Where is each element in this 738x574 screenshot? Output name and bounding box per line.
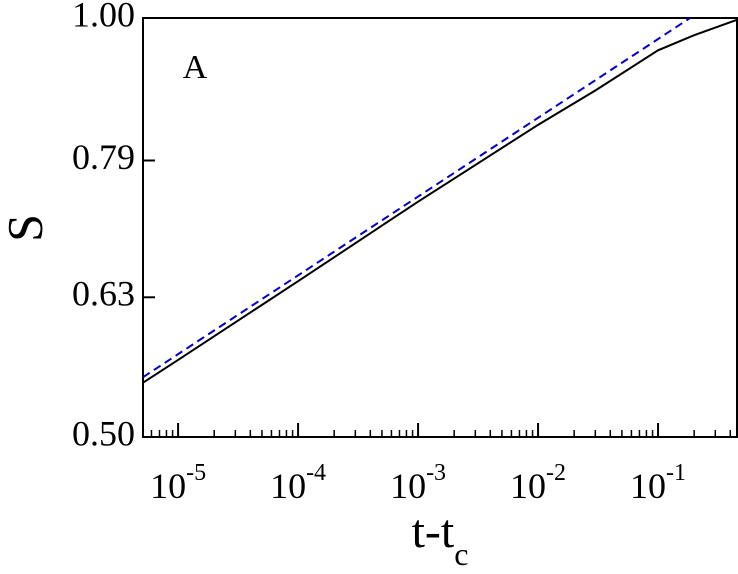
panel-label: A <box>183 49 208 86</box>
data-line <box>142 17 691 379</box>
x-tick-label: 10-4 <box>270 460 326 507</box>
x-axis-label-sub: c <box>454 536 468 572</box>
x-tick-label: 10-1 <box>630 460 686 507</box>
x-axis-label: t-tc <box>412 505 469 572</box>
x-tick-base: 10 <box>150 466 186 506</box>
y-tick-label: 0.79 <box>72 137 135 177</box>
x-tick-exponent: -1 <box>666 460 686 486</box>
data-line <box>142 18 738 384</box>
y-tick-label: 0.50 <box>72 413 135 453</box>
y-tick-label: 1.00 <box>72 0 135 34</box>
x-tick-label: 10-5 <box>150 460 206 507</box>
x-tick-label: 10-3 <box>390 460 446 507</box>
plot-frame <box>142 17 738 438</box>
x-axis-label-main: t-t <box>412 505 455 558</box>
x-tick-base: 10 <box>390 466 426 506</box>
y-axis-label: S <box>0 214 52 242</box>
y-tick-label: 0.63 <box>72 274 135 314</box>
x-tick-exponent: -2 <box>546 460 566 486</box>
x-tick-label: 10-2 <box>510 460 566 507</box>
x-tick-exponent: -5 <box>186 460 206 486</box>
x-tick-exponent: -4 <box>306 460 326 486</box>
x-tick-exponent: -3 <box>426 460 446 486</box>
x-tick-base: 10 <box>630 466 666 506</box>
x-tick-base: 10 <box>510 466 546 506</box>
x-tick-base: 10 <box>270 466 306 506</box>
